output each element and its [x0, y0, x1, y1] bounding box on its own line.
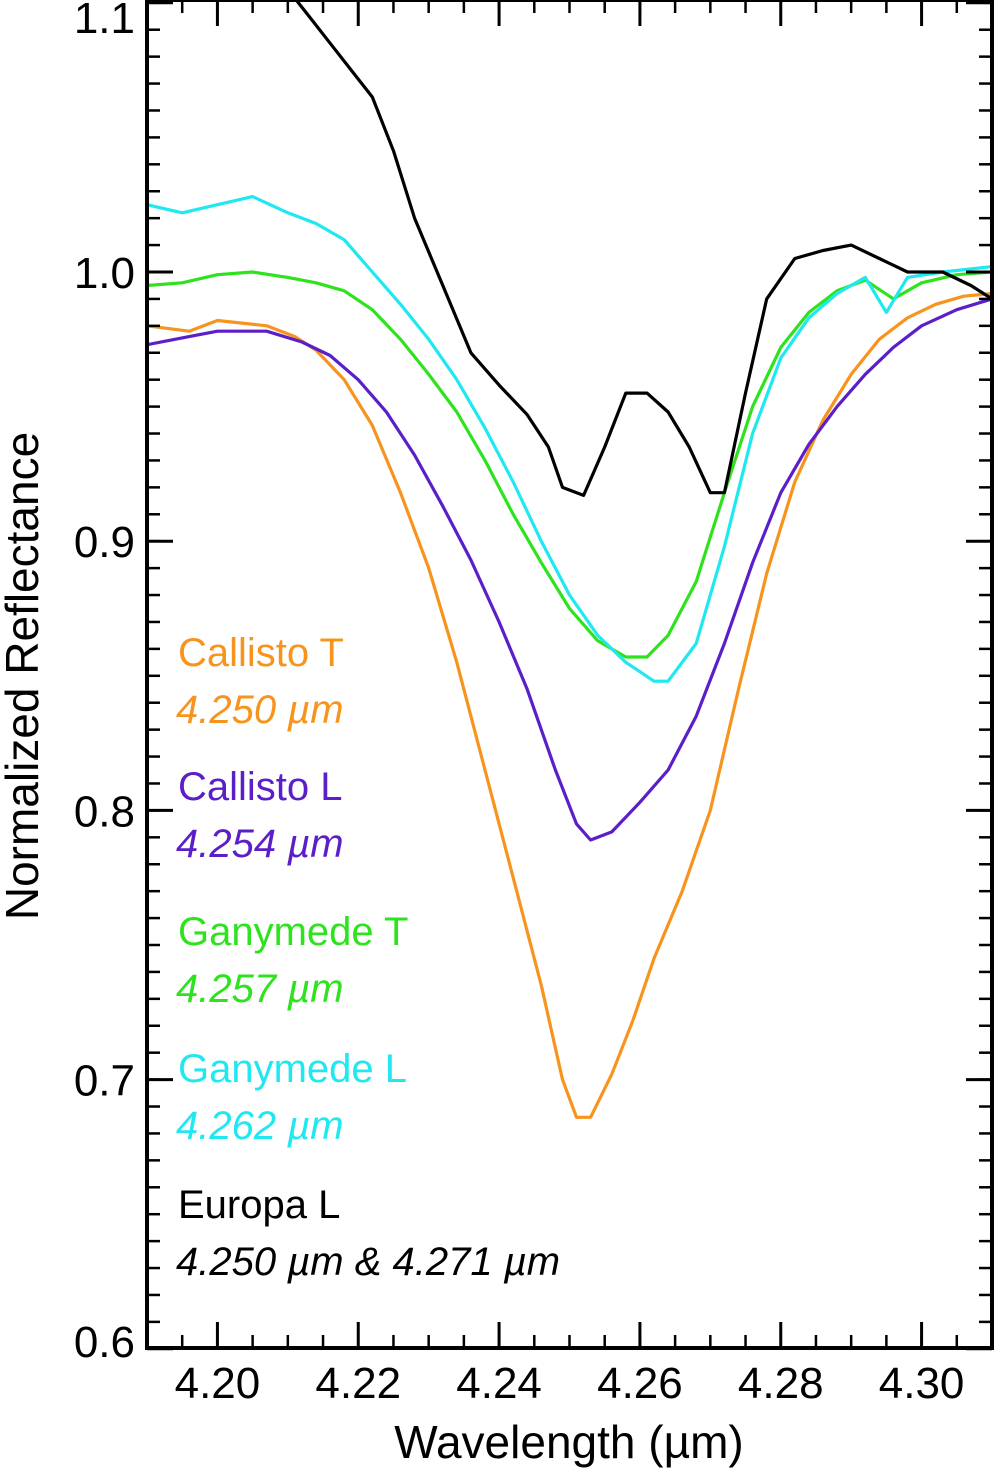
series-line-4	[294, 0, 992, 497]
y-tick-label-0: 0.6	[74, 1318, 135, 1367]
plot-frame	[145, 0, 994, 1350]
tick-labels-layer: 4.20 4.22 4.24 4.26 4.28 4.30 0.6 0.7 0.8 0.9 1.0 1…	[74, 0, 965, 1408]
legend-annotation-1: 4.254 µm	[176, 822, 344, 866]
legend-name-1: Callisto L	[178, 765, 343, 809]
x-tick-label-2: 4.24	[456, 1359, 542, 1408]
y-tick-label-3: 0.9	[74, 518, 135, 567]
legend-name-0: Callisto T	[178, 631, 344, 675]
series-layer	[147, 0, 992, 1119]
y-tick-label-4: 1.0	[74, 249, 135, 298]
y-tick-label-1: 0.7	[74, 1057, 135, 1106]
y-tick-label-2: 0.8	[74, 787, 135, 836]
y-tick-label-5: 1.1	[74, 0, 135, 43]
legend-annotation-0: 4.250 µm	[176, 688, 344, 732]
x-tick-label-3: 4.26	[597, 1359, 683, 1408]
legend-annotation-2: 4.257 µm	[176, 967, 344, 1011]
legend-name-3: Ganymede L	[178, 1047, 407, 1091]
x-tick-label-1: 4.22	[315, 1359, 401, 1408]
legend-annotation-4: 4.250 µm & 4.271 µm	[176, 1240, 560, 1284]
x-tick-label-5: 4.30	[879, 1359, 965, 1408]
series-line-1	[147, 297, 992, 842]
legend: Callisto T 4.250 µm Callisto L 4.254 µm Gany…	[176, 631, 560, 1284]
legend-annotation-3: 4.262 µm	[176, 1104, 344, 1148]
x-tick-label-0: 4.20	[175, 1359, 261, 1408]
x-tick-label-4: 4.28	[738, 1359, 824, 1408]
legend-name-2: Ganymede T	[178, 910, 409, 954]
legend-name-4: Europa L	[178, 1183, 340, 1227]
ticks-layer	[145, 0, 994, 1351]
series-line-0	[147, 291, 992, 1119]
series-line-3	[147, 195, 992, 683]
y-axis-title: Normalized Reflectance	[0, 432, 48, 920]
x-axis-title: Wavelength (µm)	[394, 1416, 743, 1468]
